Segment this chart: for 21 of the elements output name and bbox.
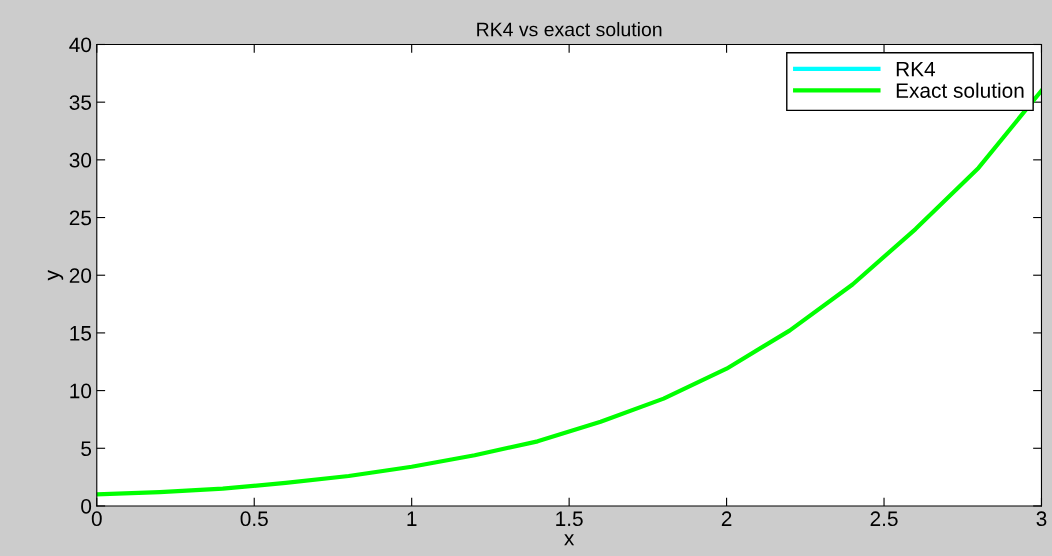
y-axis-title: y: [47, 270, 64, 281]
legend-label: Exact solution: [896, 82, 1024, 98]
y-tick-label: 5: [81, 441, 92, 457]
y-tick-label: 20: [69, 268, 92, 283]
x-tick-label: 1.5: [556, 511, 583, 527]
y-tick-label: 30: [69, 152, 92, 168]
x-tick-label: 2: [721, 511, 732, 526]
x-tick-label: 2.5: [870, 511, 898, 527]
x-tick-label: 3: [1036, 511, 1047, 527]
y-tick-label: 15: [70, 326, 92, 341]
y-tick-label: 10: [70, 383, 92, 399]
x-tick-label: 0.5: [240, 511, 268, 527]
y-tick-label: 25: [69, 210, 92, 226]
x-axis-title: x: [564, 534, 575, 546]
y-tick-label: 0: [81, 498, 92, 514]
x-tick-label: 1: [407, 511, 417, 526]
x-tick-label: 0: [91, 511, 102, 527]
chart-title: RK4 vs exact solution: [477, 22, 662, 37]
y-tick-label: 35: [69, 95, 92, 110]
legend-label: RK4: [896, 61, 936, 77]
y-tick-label: 40: [69, 37, 92, 53]
